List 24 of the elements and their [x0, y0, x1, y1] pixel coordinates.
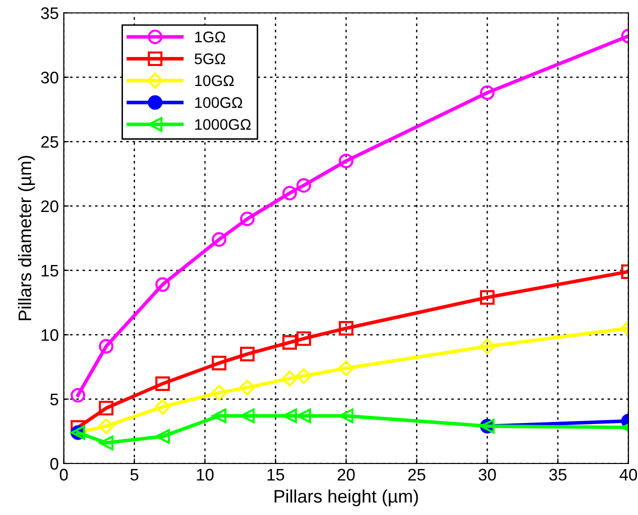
legend-label: 10GΩ [195, 75, 234, 86]
x-tick-label: 15 [268, 468, 284, 481]
y-tick-label: 15 [42, 264, 58, 277]
legend-label: 1000GΩ [195, 119, 251, 130]
x-tick-label: 5 [130, 468, 138, 481]
y-tick-label: 20 [41, 200, 58, 212]
y-tick-label: 5 [50, 394, 58, 406]
x-tick-label: 20 [338, 468, 355, 481]
y-axis-title: Pillars diameter (µm) [18, 156, 35, 320]
y-tick-label: 25 [41, 136, 58, 148]
x-tick-label: 10 [196, 468, 214, 481]
y-tick-label: 10 [42, 329, 58, 341]
legend-label: 1GΩ [195, 32, 226, 42]
x-tick-label: 30 [478, 468, 496, 481]
y-tick-label: 35 [41, 7, 58, 20]
x-tick-label: 0 [60, 468, 68, 481]
x-axis-title: Pillars height (µm) [274, 489, 418, 506]
x-tick-label: 40 [620, 468, 638, 481]
y-tick-label: 0 [50, 458, 58, 470]
x-tick-label: 25 [408, 468, 426, 481]
x-tick-label: 35 [549, 468, 566, 481]
legend-label: 5GΩ [194, 53, 226, 64]
legend-label: 100GΩ [195, 97, 242, 108]
y-tick-label: 30 [41, 72, 58, 84]
